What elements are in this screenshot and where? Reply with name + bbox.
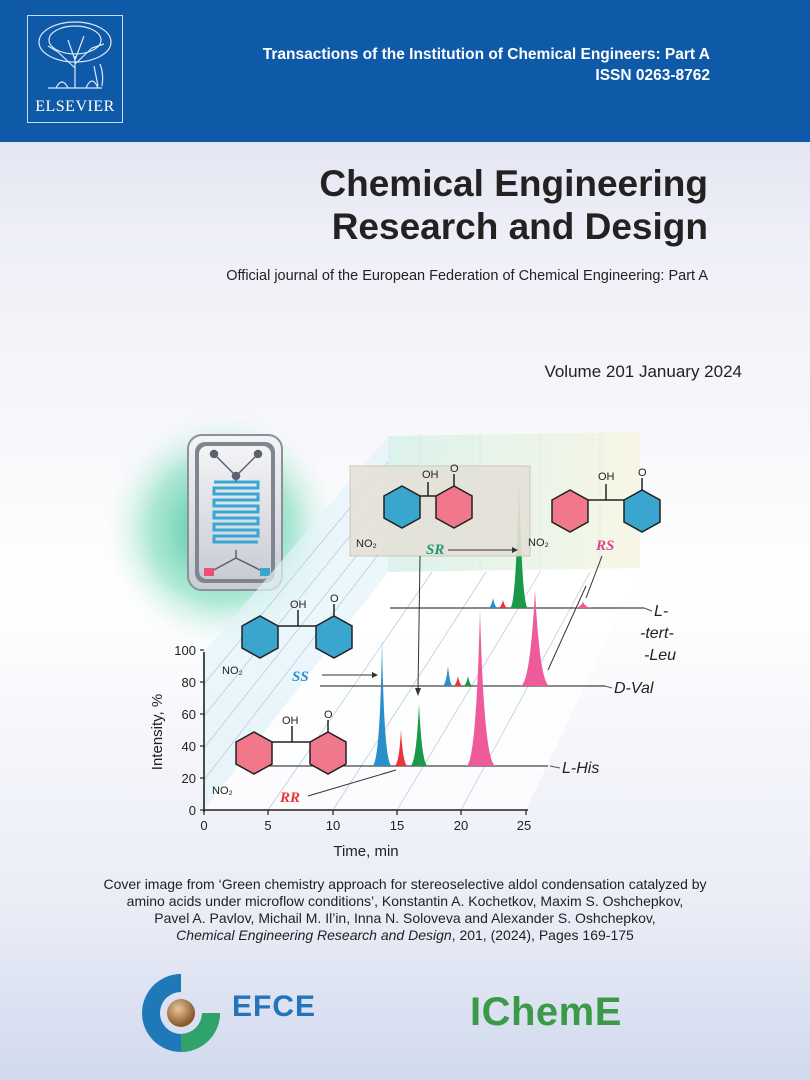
efce-logo-icon <box>142 974 220 1052</box>
isomer-label-rs: RS <box>595 538 614 554</box>
trace-label-d-val: D-Val <box>614 680 654 697</box>
caption-line-4: Chemical Engineering Research and Design… <box>60 927 750 944</box>
cover-figure: 0 20 40 60 80 100 0 5 10 15 20 25 Time, … <box>102 410 676 860</box>
journal-title-line1: Chemical Engineering <box>319 163 708 204</box>
y-tick-20: 20 <box>182 771 196 786</box>
svg-text:O: O <box>324 709 333 721</box>
x-tick-10: 10 <box>326 818 340 833</box>
peak-val-green <box>463 676 473 686</box>
svg-text:OH: OH <box>290 599 307 611</box>
isomer-label-rr: RR <box>279 790 300 806</box>
journal-title-line2: Research and Design <box>331 206 708 247</box>
svg-text:O: O <box>450 463 459 475</box>
x-tick-5: 5 <box>264 818 271 833</box>
svg-text:O: O <box>330 593 339 605</box>
caption-line-3: Pavel A. Pavlov, Michail M. Il’in, Inna … <box>154 910 656 926</box>
caption-line-2: amino acids under microflow conditions’,… <box>126 893 684 909</box>
y-tick-60: 60 <box>182 707 196 722</box>
molecule-sr: OH O NO₂ SR <box>356 463 473 558</box>
elsevier-wordmark: ELSEVIER <box>35 98 115 115</box>
trace-label-l-tert-2: -tert- <box>640 625 674 642</box>
x-tick-20: 20 <box>454 818 468 833</box>
issn: ISSN 0263-8762 <box>595 67 710 84</box>
molecule-ss: OH O NO₂ SS <box>222 593 353 685</box>
y-tick-80: 80 <box>182 675 196 690</box>
peak-his-pink <box>466 610 496 766</box>
peak-leu-red <box>498 600 508 608</box>
molecule-rr: OH O NO₂ RR <box>212 709 347 806</box>
y-tick-0: 0 <box>189 803 196 818</box>
caption-journal: Chemical Engineering Research and Design <box>176 927 452 943</box>
efce-wordmark: EFCE <box>232 990 317 1023</box>
peak-leu-pink <box>574 602 592 608</box>
svg-text:OH: OH <box>282 715 299 727</box>
side-panel <box>204 436 388 810</box>
peak-val-red <box>453 676 463 686</box>
isomer-label-ss: SS <box>292 669 309 685</box>
x-tick-0: 0 <box>200 818 207 833</box>
peak-his-green <box>410 704 428 766</box>
elsevier-tree-icon <box>38 21 112 89</box>
x-tick-15: 15 <box>390 818 404 833</box>
volume-info: Volume 201 January 2024 <box>544 362 742 381</box>
caption-citation: , 201, (2024), Pages 169-175 <box>451 927 634 943</box>
y-tick-100: 100 <box>174 643 196 658</box>
journal-subtitle: Official journal of the European Federat… <box>226 268 708 284</box>
svg-text:O: O <box>638 467 647 479</box>
trace-label-l-his: L-His <box>562 760 599 777</box>
elsevier-logo: ELSEVIER <box>27 15 123 123</box>
svg-text:NO₂: NO₂ <box>212 785 233 797</box>
inlet-pink <box>204 568 214 576</box>
y-tick-40: 40 <box>182 739 196 754</box>
journal-title: Chemical Engineering Research and Design <box>319 162 708 248</box>
icheme-wordmark: IChemE <box>470 990 622 1034</box>
peak-leu-blue <box>488 598 498 608</box>
x-axis-label: Time, min <box>333 843 398 860</box>
series-title: Transactions of the Institution of Chemi… <box>262 46 710 63</box>
trace-label-l-tert-1: L- <box>654 603 668 620</box>
svg-text:NO₂: NO₂ <box>528 537 549 549</box>
svg-text:NO₂: NO₂ <box>222 665 243 677</box>
header-band: ELSEVIER Transactions of the Institution… <box>0 0 810 142</box>
peak-his-blue <box>372 640 392 766</box>
peak-his-red <box>394 730 408 766</box>
inlet-blue <box>260 568 270 576</box>
y-axis-label: Intensity, % <box>149 694 166 770</box>
svg-text:OH: OH <box>422 469 439 481</box>
x-tick-25: 25 <box>517 818 531 833</box>
cover-caption: Cover image from ‘Green chemistry approa… <box>60 876 750 944</box>
peak-val-pink <box>520 590 550 686</box>
caption-line-1: Cover image from ‘Green chemistry approa… <box>103 876 707 892</box>
microchannel <box>212 480 260 544</box>
isomer-label-sr: SR <box>426 542 444 558</box>
svg-text:OH: OH <box>598 471 615 483</box>
molecule-rs: OH O NO₂ RS <box>528 467 661 554</box>
svg-text:NO₂: NO₂ <box>356 538 377 550</box>
trace-label-l-tert-3: -Leu <box>644 647 676 664</box>
peak-val-blue <box>442 666 453 686</box>
